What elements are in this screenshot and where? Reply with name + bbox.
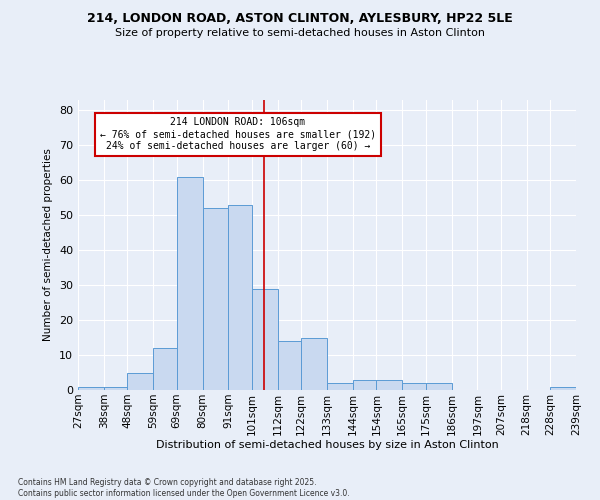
Text: 214, LONDON ROAD, ASTON CLINTON, AYLESBURY, HP22 5LE: 214, LONDON ROAD, ASTON CLINTON, AYLESBU… bbox=[87, 12, 513, 26]
Bar bbox=[550, 386, 576, 390]
Text: Size of property relative to semi-detached houses in Aston Clinton: Size of property relative to semi-detach… bbox=[115, 28, 485, 38]
Bar bbox=[176, 177, 203, 390]
Bar bbox=[425, 383, 452, 390]
Bar bbox=[153, 348, 176, 390]
Bar bbox=[127, 372, 153, 390]
Text: 214 LONDON ROAD: 106sqm
← 76% of semi-detached houses are smaller (192)
24% of s: 214 LONDON ROAD: 106sqm ← 76% of semi-de… bbox=[100, 118, 376, 150]
Text: Contains HM Land Registry data © Crown copyright and database right 2025.
Contai: Contains HM Land Registry data © Crown c… bbox=[18, 478, 350, 498]
Bar bbox=[402, 383, 425, 390]
Bar bbox=[203, 208, 229, 390]
Bar bbox=[78, 386, 104, 390]
Y-axis label: Number of semi-detached properties: Number of semi-detached properties bbox=[43, 148, 53, 342]
Bar bbox=[252, 288, 278, 390]
Bar bbox=[353, 380, 376, 390]
Bar bbox=[327, 383, 353, 390]
Bar bbox=[229, 205, 252, 390]
X-axis label: Distribution of semi-detached houses by size in Aston Clinton: Distribution of semi-detached houses by … bbox=[155, 440, 499, 450]
Bar bbox=[278, 341, 301, 390]
Bar bbox=[104, 386, 127, 390]
Bar bbox=[301, 338, 327, 390]
Bar bbox=[376, 380, 402, 390]
